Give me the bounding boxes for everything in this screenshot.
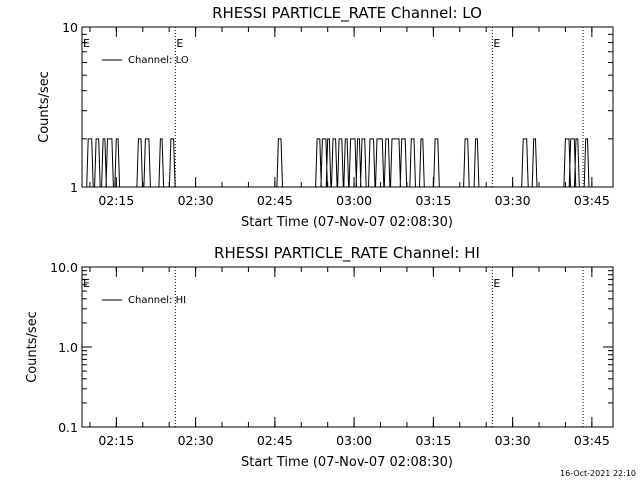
legend-label: Channel: HI [128,295,186,306]
y-tick-label: 1 [70,180,78,195]
panel-lo: RHESSI PARTICLE_RATE Channel: LO Counts/… [37,4,614,230]
plot-frame [81,26,614,188]
y-tick-label: 1.0 [58,340,78,355]
x-tick-label: 03:15 [415,193,451,208]
x-axis-label: Start Time (07-Nov-07 02:08:30) [241,215,453,230]
event-marker-label: E [176,37,183,50]
panel-hi: RHESSI PARTICLE_RATE Channel: HI Counts/… [25,244,614,470]
x-tick-label: 02:45 [257,193,293,208]
y-axis-label: Counts/sec [25,311,40,383]
y-tick-label: 0.1 [58,420,78,435]
x-tick-label: 03:45 [574,433,610,448]
x-tick-label: 03:30 [495,433,531,448]
x-tick-label: 02:15 [98,193,134,208]
y-axis-label: Counts/sec [37,71,52,143]
x-tick-label: 03:00 [336,433,372,448]
legend-label: Channel: LO [128,55,189,66]
series [82,138,613,188]
x-axis-label: Start Time (07-Nov-07 02:08:30) [241,455,453,470]
x-ticks: 02:15 02:30 02:45 03:00 03:15 03:30 03:45 [89,267,610,448]
y-ticks: 0.1 1.0 10.0 [50,260,613,435]
event-marker-label: E [493,277,500,290]
x-tick-label: 03:45 [574,193,610,208]
event-marker-label-start: E [83,37,90,50]
x-tick-label: 02:15 [98,433,134,448]
event-markers: EE [83,267,584,427]
x-tick-label: 03:30 [495,193,531,208]
x-tick-label: 02:45 [257,433,293,448]
x-tick-label: 03:15 [415,433,451,448]
y-tick-label: 10.0 [50,260,78,275]
event-marker-label-start: E [83,277,90,290]
series-line [82,138,613,188]
y-tick-label: 10 [62,20,78,35]
x-ticks: 02:15 02:30 02:45 03:00 03:15 03:30 03:45 [89,27,610,208]
x-tick-label: 02:30 [178,433,214,448]
y-ticks: 1 10 [62,20,613,195]
event-markers: E EE [83,27,584,187]
plot-frame [81,266,614,428]
chart-title: RHESSI PARTICLE_RATE Channel: LO [212,4,482,23]
chart-title: RHESSI PARTICLE_RATE Channel: HI [214,244,480,263]
event-marker-label: E [493,37,500,50]
x-tick-label: 02:30 [178,193,214,208]
timestamp-stamp: 16-Oct-2021 22:10 [560,469,636,478]
x-tick-label: 03:00 [336,193,372,208]
